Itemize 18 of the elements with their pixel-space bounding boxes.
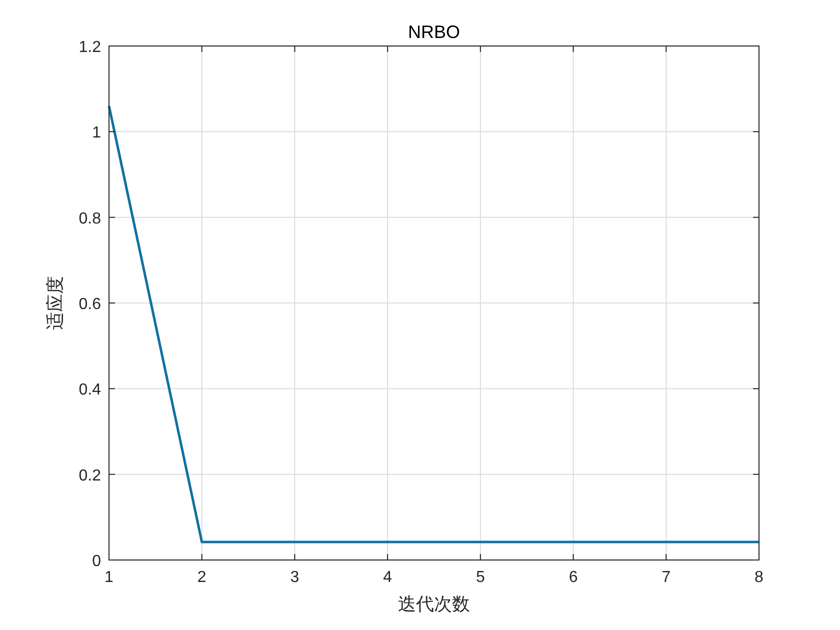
x-tick-label: 5 [476,569,485,586]
x-tick-label: 4 [383,569,392,586]
y-tick-label: 0.8 [78,210,102,228]
y-tick-label: 1 [92,124,102,142]
y-tick-label: 0.4 [78,382,102,399]
y-axis-title: 适应度 [45,276,66,330]
y-tick-label: 0 [92,553,102,570]
x-tick-label: 8 [754,569,764,586]
x-axis-title: 迭代次数 [398,594,470,615]
x-tick-label: 7 [662,569,671,586]
x-tick-label: 1 [104,569,114,586]
x-tick-label: 2 [197,569,206,586]
chart-title: NRBO [408,22,460,42]
y-tick-label: 1.2 [78,39,102,56]
x-tick-label: 6 [568,569,578,586]
y-tick-label: 0.2 [78,467,102,484]
y-tick-label: 0.6 [78,296,102,313]
x-tick-label: 3 [290,569,300,586]
